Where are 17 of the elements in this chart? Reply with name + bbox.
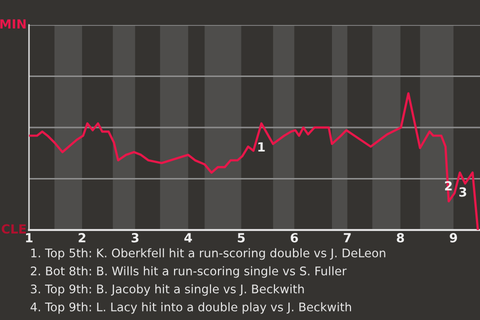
annotation: 1: [258, 142, 265, 152]
x-tick-label: 2: [78, 233, 86, 242]
text: 2. Bot 8th: B. Wills hit a run-scoring single vs S. Fuller: [30, 266, 347, 278]
text: 4. Top 9th: L. Lacy hit into a double play vs J. Beckwith: [30, 302, 352, 314]
text: 1. Top 5th: K. Oberkfell hit a run-scoring double vs J. DeLeon: [31, 248, 386, 260]
x-tick-label: 6: [290, 233, 298, 242]
x-tick-label: 3: [132, 233, 138, 242]
x-tick-label: 4: [184, 233, 192, 242]
x-tick-label: 7: [344, 233, 351, 242]
x-tick-label: 9: [450, 233, 458, 242]
x-tick-label: 8: [396, 233, 404, 242]
text: MIN: [0, 19, 26, 28]
annotation: 3: [459, 187, 466, 197]
text: CLE: [2, 224, 26, 234]
x-tick-label: 5: [238, 233, 245, 242]
x-tick-label: 1: [26, 233, 32, 242]
text: 3. Top 9th: B. Jacoby hit a single vs J. Beckwith: [30, 284, 304, 296]
